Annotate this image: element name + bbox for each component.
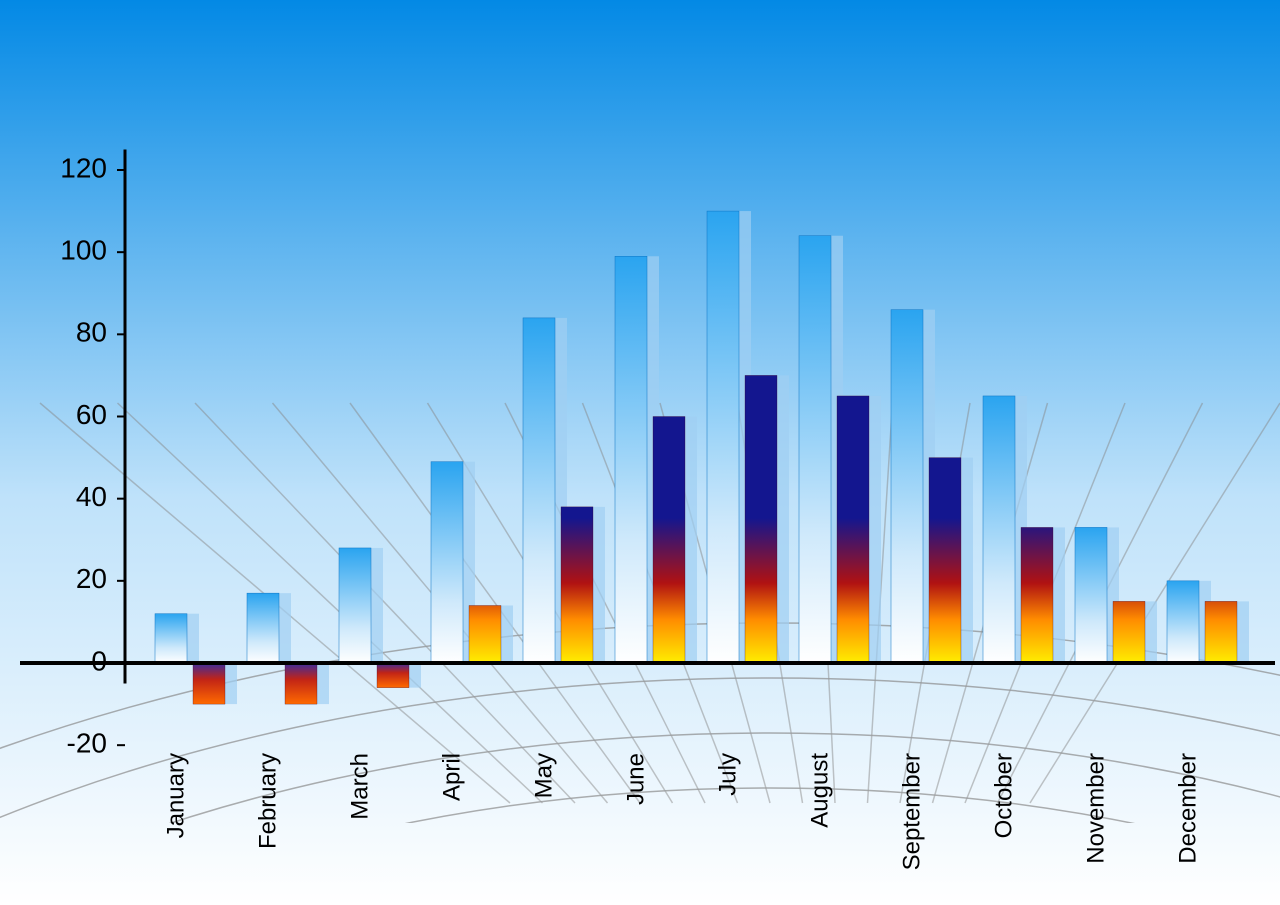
series-b-bar <box>561 507 593 663</box>
x-category-label: February <box>254 753 281 849</box>
series-b-bar <box>929 458 961 663</box>
x-category-label: January <box>162 753 189 838</box>
series-a-bar <box>1075 527 1107 663</box>
series-a-bar <box>707 211 739 663</box>
series-b-bar <box>837 396 869 663</box>
chart-container: -20 0 20 40 60 80 100 120 January February March A… <box>0 0 1280 905</box>
series-a-bar <box>155 614 187 663</box>
monthly-bar-chart: -20 0 20 40 60 80 100 120 January February March A… <box>0 0 1280 905</box>
series-b-bar <box>745 375 777 663</box>
series-b-bar <box>653 417 685 664</box>
x-category-label: August <box>806 753 833 828</box>
series-b-bar <box>193 663 225 704</box>
series-a-bar <box>431 462 463 663</box>
x-category-label: July <box>714 753 741 796</box>
series-a-bar <box>799 236 831 663</box>
y-tick-label: 20 <box>76 563 107 594</box>
series-a-bar <box>247 593 279 663</box>
x-category-label: April <box>438 753 465 801</box>
series-b-bar <box>469 605 501 663</box>
x-category-label: March <box>346 753 373 820</box>
x-category-label: December <box>1174 753 1201 864</box>
y-tick-label: -20 <box>67 728 107 759</box>
series-b-bar <box>377 663 409 688</box>
series-b-bar <box>1205 601 1237 663</box>
y-tick-label: 40 <box>76 481 107 512</box>
series-a-bar <box>983 396 1015 663</box>
x-category-label: May <box>530 753 557 798</box>
series-a-bar <box>339 548 371 663</box>
series-a-bar <box>523 318 555 663</box>
y-tick-label: 100 <box>60 235 107 266</box>
series-b-bar <box>1113 601 1145 663</box>
x-category-label: October <box>990 753 1017 838</box>
y-tick-label: 80 <box>76 317 107 348</box>
series-a-bar <box>615 256 647 663</box>
x-category-label: September <box>898 753 925 870</box>
x-category-label: June <box>622 753 649 805</box>
series-b-bar <box>285 663 317 704</box>
y-tick-label: 120 <box>60 152 107 183</box>
y-tick-label: 60 <box>76 399 107 430</box>
series-a-bar <box>891 310 923 663</box>
series-b-bar <box>1021 527 1053 663</box>
x-category-label: November <box>1082 753 1109 864</box>
y-tick-label: 0 <box>91 645 107 676</box>
series-a-bar <box>1167 581 1199 663</box>
